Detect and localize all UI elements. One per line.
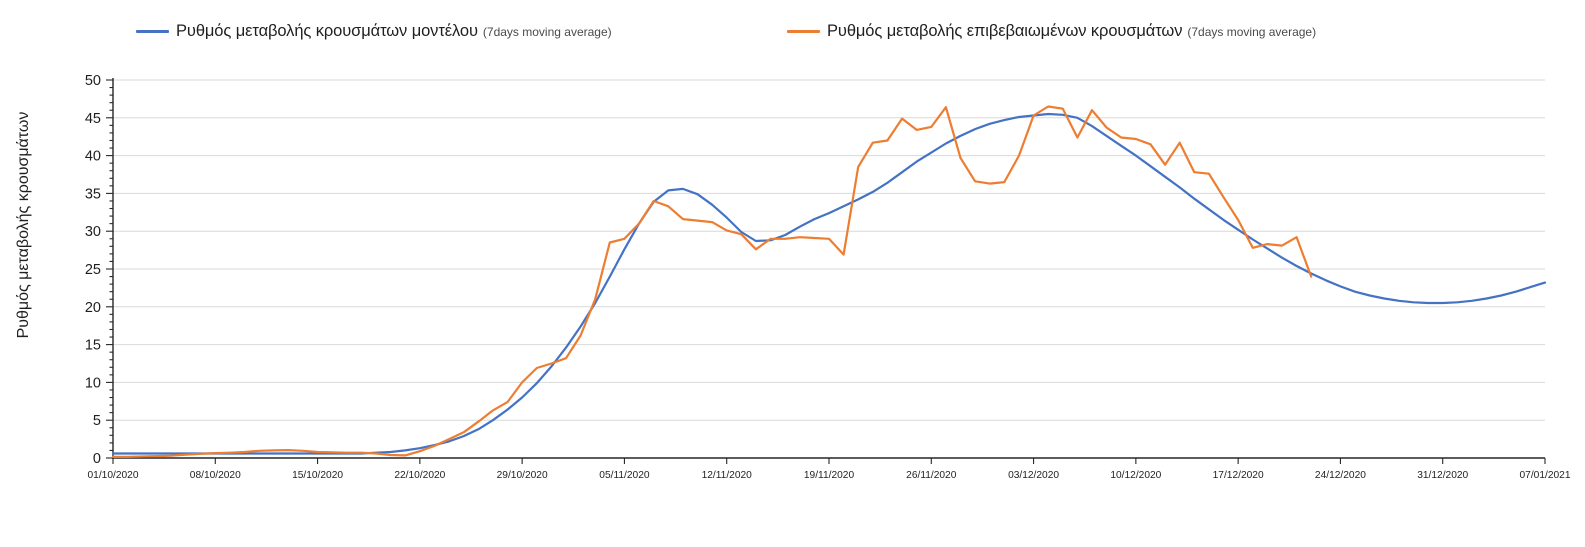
y-tick-label: 35 <box>85 186 101 202</box>
legend-item-model-series[interactable]: Ρυθμός μεταβολής κρουσμάτων μοντέλου (7d… <box>136 22 612 41</box>
x-tick-label: 07/01/2021 <box>1520 470 1571 481</box>
y-axis-title: Ρυθμός μεταβολής κρουσμάτων <box>15 111 32 339</box>
legend-label-confirmed: Ρυθμός μεταβολής επιβεβαιωμένων κρουσμάτ… <box>827 22 1183 40</box>
x-tick-label: 26/11/2020 <box>906 470 957 481</box>
y-tick-label: 0 <box>93 451 101 467</box>
chart-legend: Ρυθμός μεταβολής κρουσμάτων μοντέλου (7d… <box>0 0 1585 50</box>
x-tick-label: 19/11/2020 <box>804 470 855 481</box>
y-tick-label: 5 <box>93 413 101 429</box>
y-tick-label: 45 <box>85 111 101 127</box>
legend-note-model: (7days moving average) <box>482 24 612 39</box>
legend-line-swatch-confirmed <box>787 30 820 33</box>
x-tick-label: 10/12/2020 <box>1110 470 1161 481</box>
y-tick-label: 20 <box>85 300 101 316</box>
x-tick-label: 12/11/2020 <box>702 470 753 481</box>
x-tick-label: 03/12/2020 <box>1008 470 1059 481</box>
x-tick-label: 17/12/2020 <box>1213 470 1264 481</box>
y-tick-label: 50 <box>85 73 101 89</box>
y-tick-label: 30 <box>85 224 101 240</box>
x-tick-label: 05/11/2020 <box>599 470 650 481</box>
y-tick-label: 15 <box>85 338 101 354</box>
legend-label-model: Ρυθμός μεταβολής κρουσμάτων μοντέλου <box>176 22 478 40</box>
x-tick-label: 24/12/2020 <box>1315 470 1366 481</box>
legend-item-confirmed-series[interactable]: Ρυθμός μεταβολής επιβεβαιωμένων κρουσμάτ… <box>787 22 1316 41</box>
x-tick-label: 22/10/2020 <box>394 470 445 481</box>
y-tick-label: 40 <box>85 149 101 165</box>
x-tick-label: 01/10/2020 <box>88 470 139 481</box>
x-tick-label: 08/10/2020 <box>190 470 241 481</box>
x-tick-label: 15/10/2020 <box>292 470 343 481</box>
legend-line-swatch-model <box>136 30 169 33</box>
legend-note-confirmed: (7days moving average) <box>1187 24 1317 39</box>
y-tick-label: 10 <box>85 375 101 391</box>
y-tick-label: 25 <box>85 262 101 278</box>
series-line-confirmed <box>111 105 1313 458</box>
x-tick-label: 31/12/2020 <box>1417 470 1468 481</box>
x-tick-label: 29/10/2020 <box>497 470 548 481</box>
series-line-model <box>111 112 1547 455</box>
